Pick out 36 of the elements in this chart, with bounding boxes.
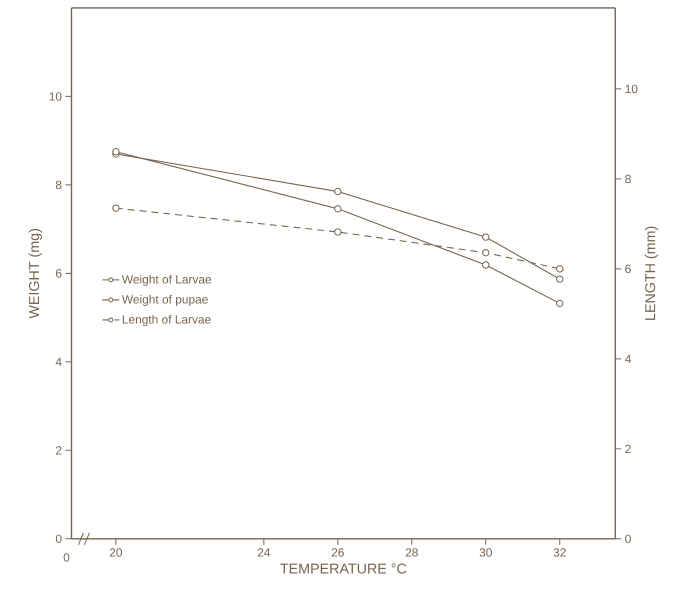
y-tick-label: 10: [50, 92, 62, 100]
point: [334, 204, 342, 212]
y-axis-title: WEIGHT (mg): [28, 228, 42, 318]
legend-label: Weight of pupae: [122, 294, 208, 306]
point: [334, 188, 342, 195]
point: [556, 300, 564, 307]
point: [482, 261, 490, 268]
point: [482, 248, 490, 256]
legend-label: Weight of Larvae: [122, 274, 212, 286]
y2-tick-label: 8: [625, 174, 631, 183]
y2-tick-label: 0: [625, 534, 631, 543]
y-tick-label: 6: [56, 268, 62, 278]
y-tick-label: 8: [56, 180, 62, 189]
point: [556, 275, 564, 283]
y2-tick-label: 6: [625, 264, 631, 273]
x-tick-label: 30: [480, 548, 492, 556]
point: [334, 228, 342, 236]
x-tick-label: 28: [406, 548, 418, 556]
legend-label: Length of Larvae: [122, 314, 211, 326]
point: [112, 148, 120, 156]
x-axis-title: TEMPERATURE °C: [280, 563, 406, 574]
x-tick-label: 26: [332, 548, 344, 556]
y2-tick-label: 10: [626, 84, 638, 93]
y-tick-label: 4: [56, 358, 62, 366]
point: [556, 264, 564, 272]
y2-axis-title: LENGTH (mm): [644, 226, 658, 320]
x-tick-label: 32: [554, 548, 566, 556]
y-tick-label: 0: [56, 534, 62, 543]
point: [112, 204, 120, 212]
point: [482, 233, 490, 241]
y2-tick-label: 4: [624, 354, 631, 363]
x-tick-label: 24: [258, 548, 270, 556]
y-tick-label: 2: [56, 446, 62, 454]
x-tick-label: 20: [110, 548, 122, 556]
text: 0: [64, 553, 70, 562]
y2-tick-label: 2: [625, 444, 631, 453]
